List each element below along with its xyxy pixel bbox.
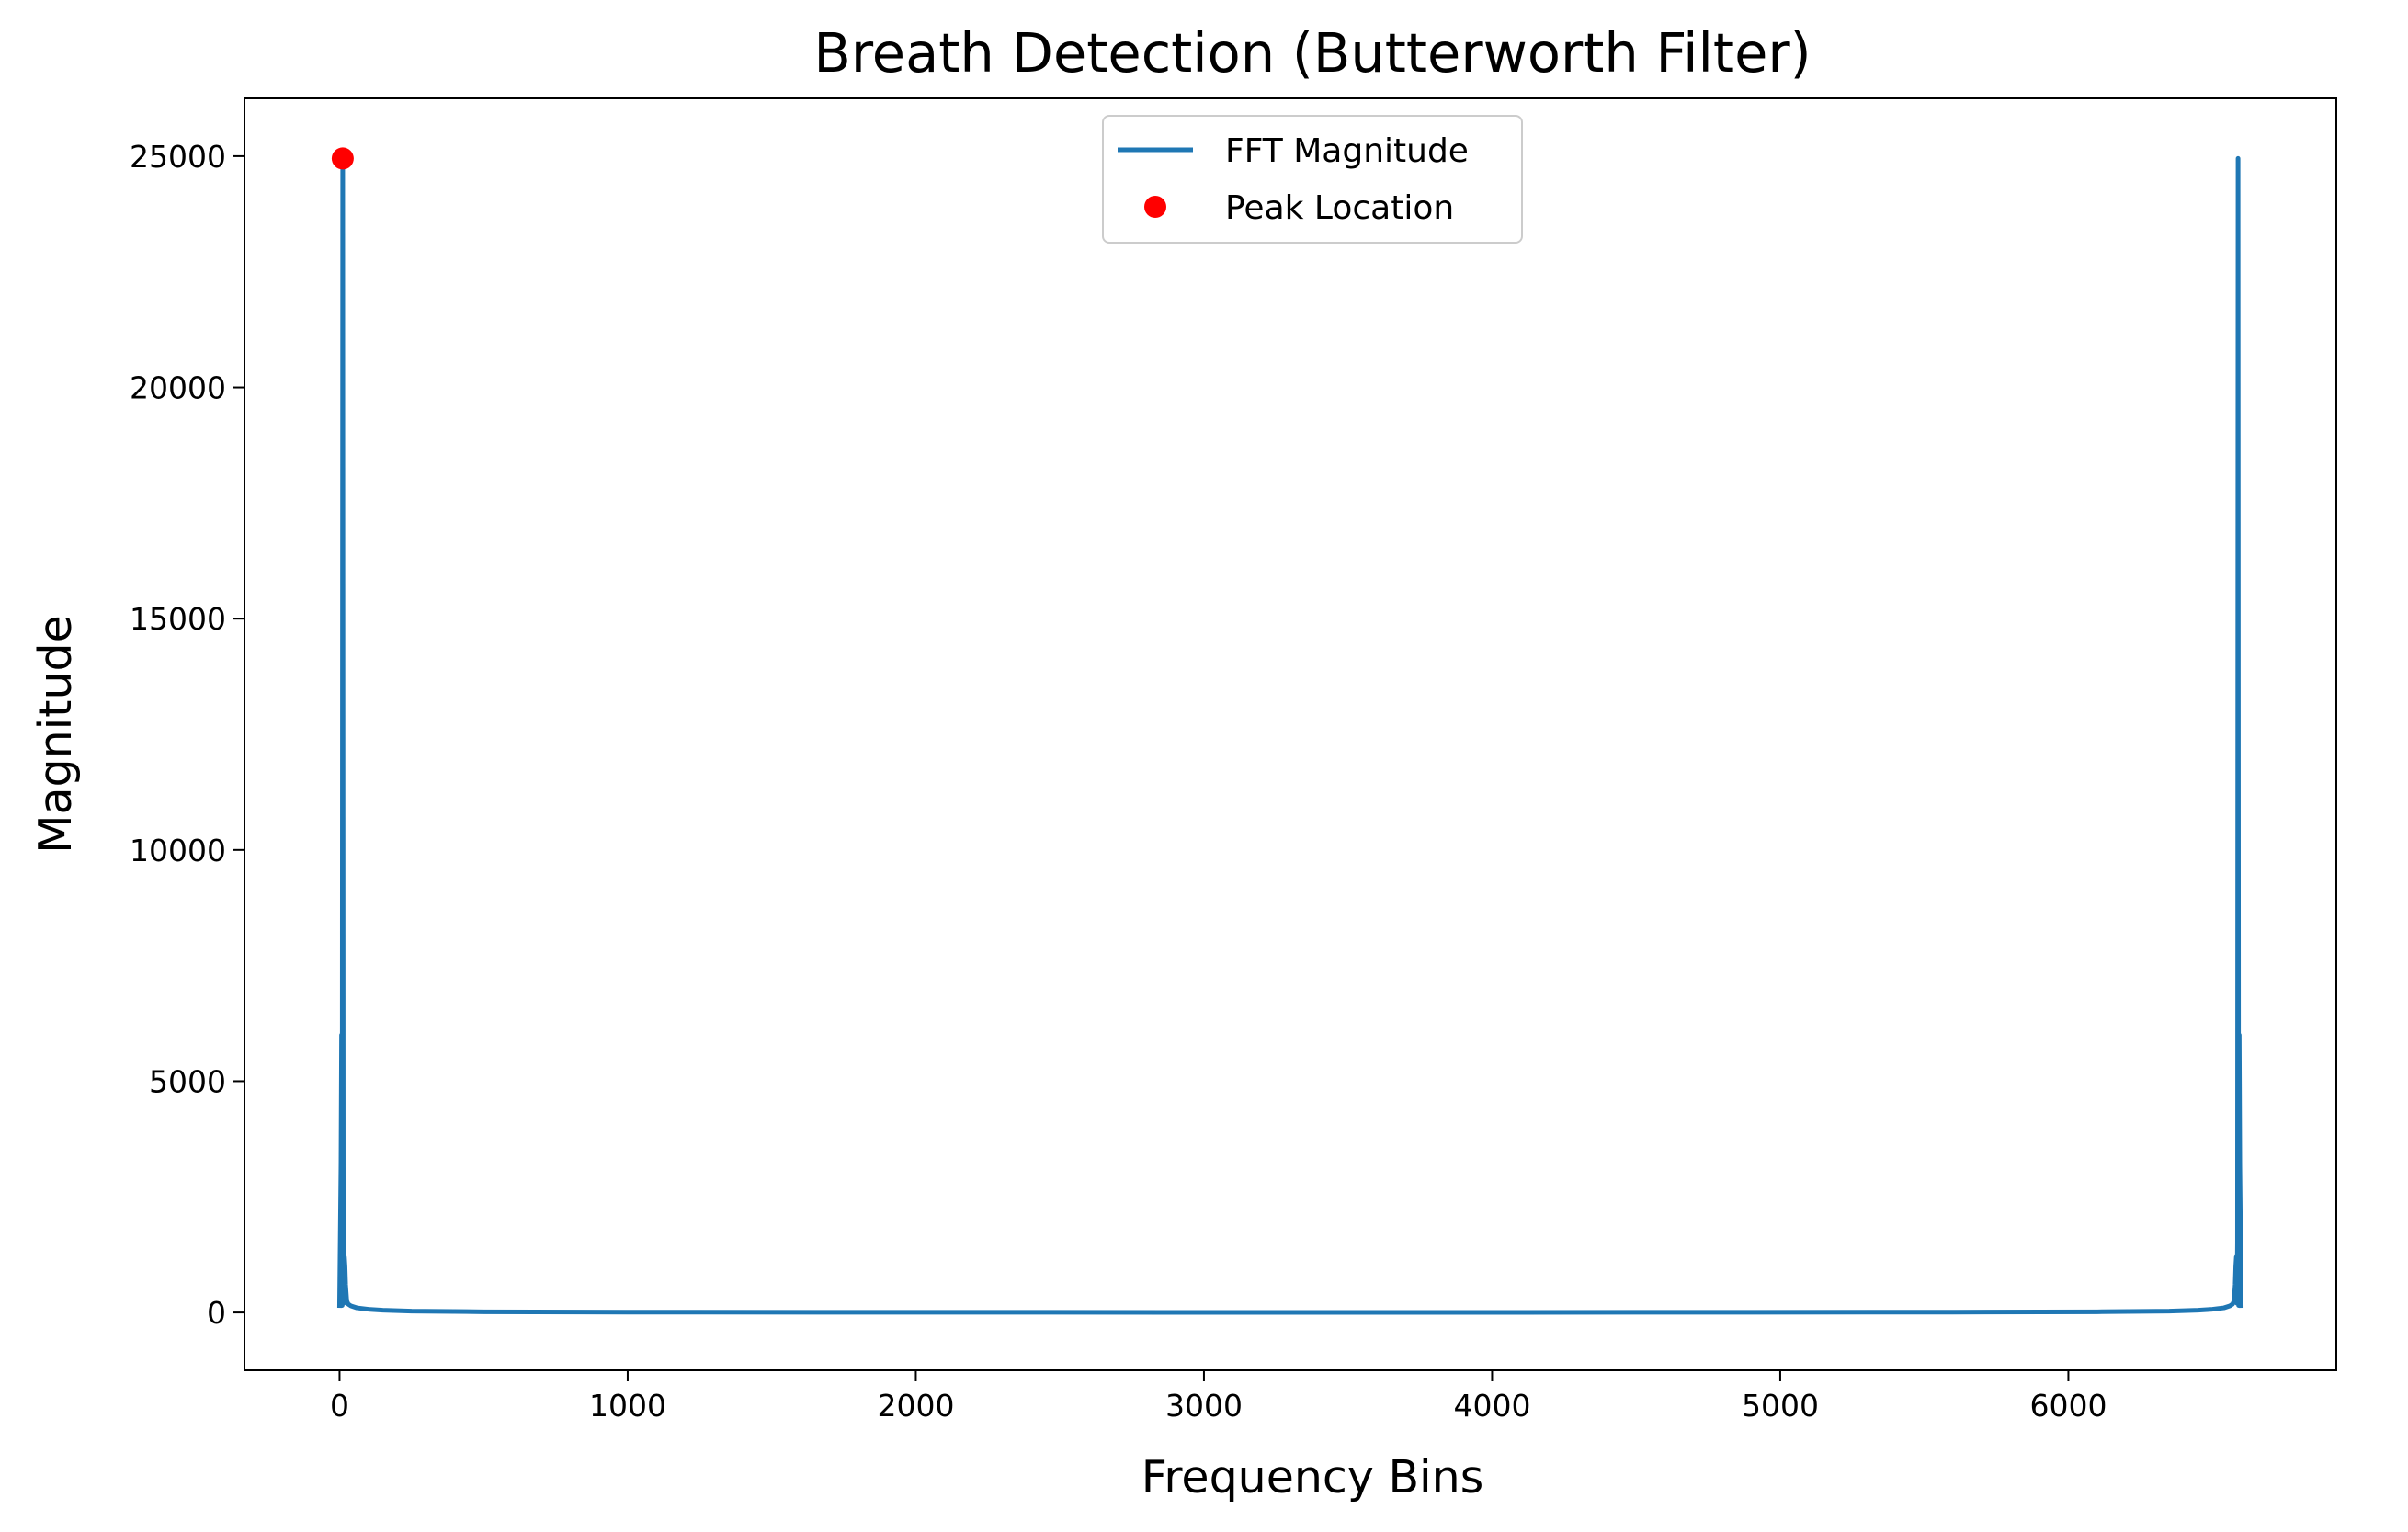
legend-label: Peak Location — [1225, 189, 1454, 227]
y-tick-label: 25000 — [130, 139, 226, 175]
x-axis-label: Frequency Bins — [1142, 1451, 1484, 1504]
y-tick-label: 5000 — [149, 1063, 226, 1099]
legend-point-swatch — [1144, 196, 1166, 218]
chart-title: Breath Detection (Butterworth Filter) — [813, 21, 1811, 85]
series-layer — [331, 147, 2244, 1315]
x-tick-label: 3000 — [1165, 1388, 1243, 1424]
plot-area — [244, 97, 2337, 1371]
y-tick-label: 20000 — [130, 370, 226, 406]
x-tick-label: 2000 — [877, 1388, 954, 1424]
x-tick-label: 1000 — [589, 1388, 666, 1424]
legend-label: FFT Magnitude — [1225, 132, 1469, 170]
fft-magnitude-line — [336, 155, 2244, 1315]
y-axis-label: Magnitude — [29, 615, 82, 854]
x-tick-label: 4000 — [1453, 1388, 1530, 1424]
y-tick-label: 10000 — [130, 833, 226, 868]
plot-frame — [244, 97, 2337, 1371]
x-tick-label: 5000 — [1742, 1388, 1819, 1424]
peak-location-point — [331, 147, 354, 170]
x-tick-label: 0 — [330, 1388, 349, 1424]
x-axis: 0 1000 2000 3000 4000 5000 6000 — [330, 1370, 2107, 1424]
legend: FFT Magnitude Peak Location — [1102, 115, 1523, 244]
x-tick-label: 6000 — [2029, 1388, 2107, 1424]
y-tick-label: 15000 — [130, 601, 226, 637]
legend-box — [1102, 115, 1523, 244]
y-tick-label: 0 — [207, 1295, 226, 1331]
y-axis: 0 5000 10000 15000 20000 25000 — [130, 139, 244, 1331]
